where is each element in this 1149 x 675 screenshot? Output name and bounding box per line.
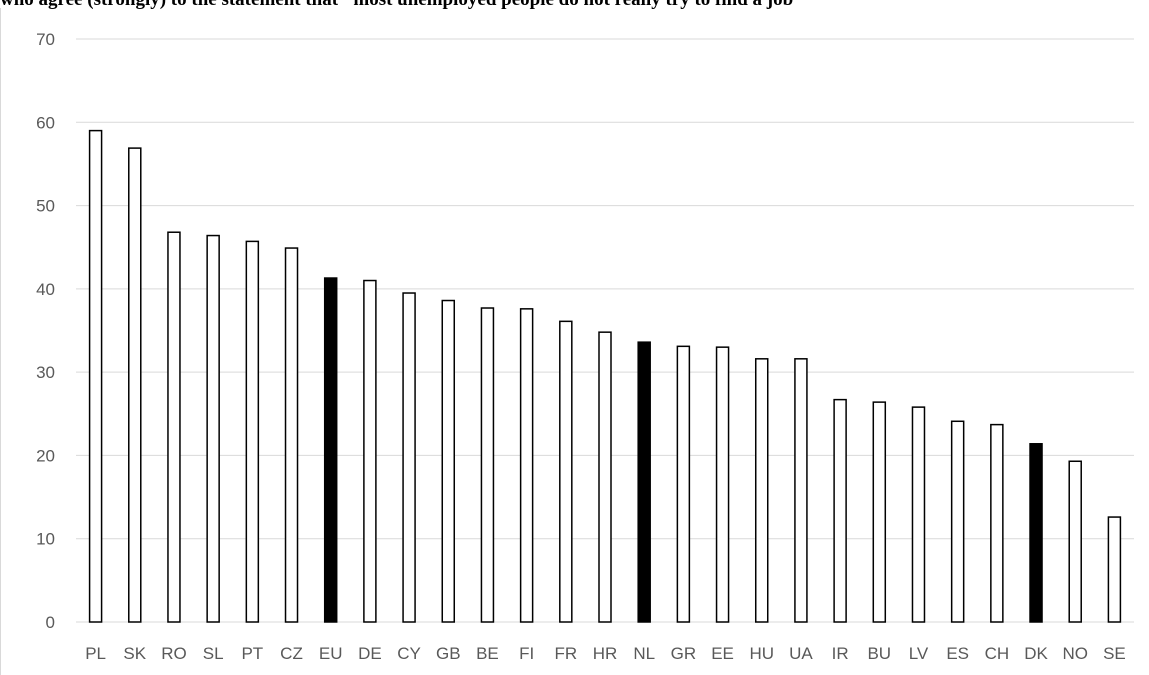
x-tick-label-eu: EU (319, 644, 343, 663)
x-tick-label-ua: UA (789, 644, 813, 663)
bars (88, 129, 1122, 623)
bar-fr (559, 320, 573, 623)
x-tick-label-cy: CY (397, 644, 421, 663)
x-tick-label-sl: SL (203, 644, 224, 663)
bar-es (950, 420, 965, 623)
x-tick-label-pt: PT (241, 644, 263, 663)
x-tick-label-ir: IR (832, 644, 849, 663)
x-tick-label-ch: CH (985, 644, 1010, 663)
x-tick-label-de: DE (358, 644, 382, 663)
bar-ee (715, 346, 730, 623)
y-tick-label: 10 (36, 530, 55, 549)
bar-lv (911, 406, 926, 623)
x-tick-label-hu: HU (749, 644, 774, 663)
x-tick-label-no: NO (1062, 644, 1088, 663)
y-axis-tick-labels: 0 10 20 30 40 50 60 70 (36, 30, 55, 632)
bar-be (480, 307, 495, 623)
bar-pt (245, 240, 260, 623)
bar-hu (754, 358, 769, 623)
bar-ro (167, 231, 181, 623)
y-tick-label: 30 (36, 363, 55, 382)
bar-gb (441, 299, 456, 623)
bar-pl (88, 129, 103, 623)
x-axis-tick-labels: PL SK RO SL PT CZ EU DE CY GB BE FI FR HR NL GR EE HU UA IR… (85, 644, 1126, 663)
bar-dk (1029, 443, 1043, 623)
y-tick-label: 0 (46, 613, 55, 632)
x-tick-label-be: BE (476, 644, 499, 663)
x-tick-label-pl: PL (85, 644, 106, 663)
bar-fi (519, 308, 534, 623)
x-tick-label-bu: BU (867, 644, 891, 663)
bar-gr (676, 345, 691, 623)
bar-cy (402, 292, 416, 623)
bar-de (363, 279, 377, 623)
bar-hr (598, 331, 612, 623)
x-tick-label-fr: FR (554, 644, 577, 663)
chart-title: who agree (strongly) to the statement th… (0, 0, 1149, 11)
bar-bu (872, 401, 887, 623)
bar-no (1068, 460, 1082, 623)
x-tick-label-gb: GB (436, 644, 461, 663)
x-tick-label-ee: EE (711, 644, 734, 663)
x-tick-label-gr: GR (671, 644, 697, 663)
y-tick-label: 60 (36, 113, 55, 132)
y-tick-label: 40 (36, 280, 55, 299)
bar-ua (794, 358, 808, 623)
x-tick-label-fi: FI (519, 644, 534, 663)
x-tick-label-ro: RO (161, 644, 187, 663)
chart-frame (0, 8, 1149, 675)
bar-cz (284, 247, 299, 623)
x-tick-label-hr: HR (593, 644, 618, 663)
bar-eu (323, 277, 338, 623)
x-tick-label-cz: CZ (280, 644, 303, 663)
x-tick-label-dk: DK (1024, 644, 1048, 663)
y-tick-label: 50 (36, 197, 55, 216)
bar-ir (833, 398, 847, 623)
x-tick-label-es: ES (946, 644, 969, 663)
x-tick-label-lv: LV (909, 644, 929, 663)
bar-sl (206, 234, 220, 623)
bar-nl (637, 341, 651, 623)
bar-ch (990, 423, 1004, 623)
x-tick-label-nl: NL (633, 644, 655, 663)
bar-sk (128, 147, 142, 623)
y-tick-label: 70 (36, 30, 55, 49)
y-tick-label: 20 (36, 446, 55, 465)
x-tick-label-sk: SK (123, 644, 146, 663)
bar-se (1107, 516, 1122, 623)
x-tick-label-se: SE (1103, 644, 1126, 663)
